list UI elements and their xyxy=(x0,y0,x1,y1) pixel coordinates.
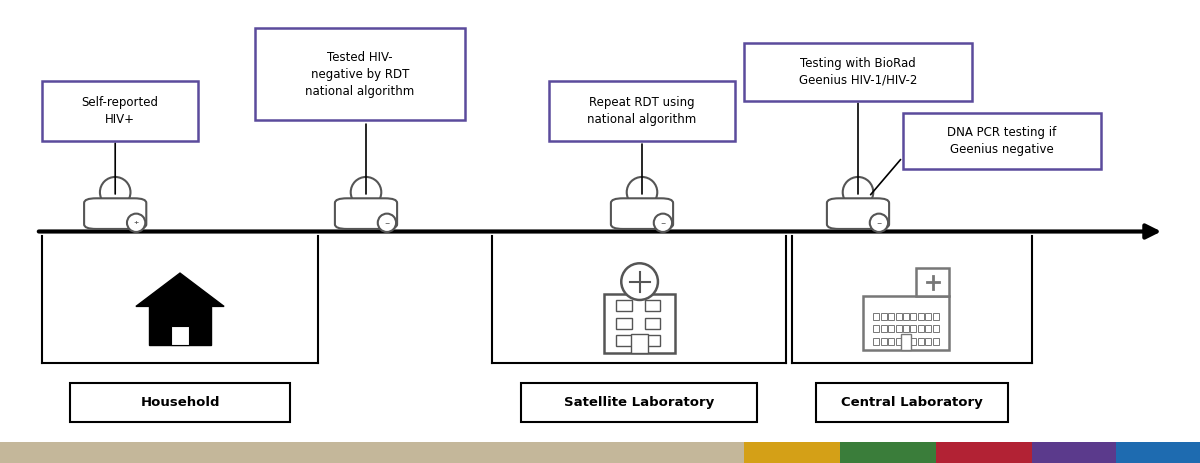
Bar xyxy=(911,313,917,319)
Bar xyxy=(744,442,840,463)
Ellipse shape xyxy=(842,177,874,207)
Bar xyxy=(925,313,931,319)
Ellipse shape xyxy=(870,213,888,232)
Ellipse shape xyxy=(127,213,145,232)
Text: Self-reported
HIV+: Self-reported HIV+ xyxy=(82,96,158,126)
Ellipse shape xyxy=(100,177,131,207)
Text: Tested HIV-
negative by RDT
national algorithm: Tested HIV- negative by RDT national alg… xyxy=(305,50,415,98)
Ellipse shape xyxy=(350,177,382,207)
Bar xyxy=(932,313,938,319)
Text: DNA PCR testing if
Geenius negative: DNA PCR testing if Geenius negative xyxy=(947,126,1057,156)
FancyBboxPatch shape xyxy=(84,198,146,229)
Bar xyxy=(881,325,887,332)
Bar xyxy=(644,300,660,311)
Bar xyxy=(925,338,931,345)
Bar xyxy=(644,335,660,346)
Bar xyxy=(874,325,880,332)
Bar xyxy=(932,338,938,345)
Ellipse shape xyxy=(654,213,672,232)
Bar xyxy=(888,338,894,345)
Bar xyxy=(918,325,924,332)
FancyBboxPatch shape xyxy=(816,383,1008,422)
Bar xyxy=(902,313,910,319)
Text: Central Laboratory: Central Laboratory xyxy=(841,396,983,409)
Bar xyxy=(617,335,632,346)
FancyBboxPatch shape xyxy=(521,383,757,422)
Bar xyxy=(604,294,676,353)
Bar xyxy=(149,307,211,345)
FancyBboxPatch shape xyxy=(611,198,673,229)
Bar xyxy=(0,442,744,463)
Bar xyxy=(170,325,190,345)
Text: +: + xyxy=(133,220,139,225)
Bar xyxy=(881,338,887,345)
Bar xyxy=(863,296,949,350)
Text: −: − xyxy=(660,220,666,225)
Bar xyxy=(902,338,910,345)
Bar xyxy=(617,318,632,329)
Text: −: − xyxy=(384,220,390,225)
Bar xyxy=(901,334,911,350)
Text: Testing with BioRad
Geenius HIV-1/HIV-2: Testing with BioRad Geenius HIV-1/HIV-2 xyxy=(799,57,917,87)
Bar xyxy=(895,313,901,319)
Bar xyxy=(840,442,936,463)
Bar xyxy=(911,325,917,332)
FancyBboxPatch shape xyxy=(42,81,198,141)
Bar xyxy=(881,313,887,319)
Bar xyxy=(917,269,949,296)
Text: −: − xyxy=(876,220,882,225)
FancyBboxPatch shape xyxy=(70,383,290,422)
Bar xyxy=(631,334,648,353)
Bar xyxy=(911,338,917,345)
Bar xyxy=(918,338,924,345)
Polygon shape xyxy=(136,273,224,307)
Bar xyxy=(617,300,632,311)
Bar xyxy=(895,325,901,332)
FancyBboxPatch shape xyxy=(256,28,464,120)
Text: Repeat RDT using
national algorithm: Repeat RDT using national algorithm xyxy=(587,96,697,126)
FancyBboxPatch shape xyxy=(335,198,397,229)
Text: Household: Household xyxy=(140,396,220,409)
Bar xyxy=(932,325,938,332)
Bar xyxy=(874,338,880,345)
Bar xyxy=(888,325,894,332)
FancyBboxPatch shape xyxy=(827,198,889,229)
Ellipse shape xyxy=(622,263,658,300)
Bar xyxy=(888,313,894,319)
Bar xyxy=(1116,442,1200,463)
Ellipse shape xyxy=(378,213,396,232)
Bar xyxy=(902,325,910,332)
Text: Satellite Laboratory: Satellite Laboratory xyxy=(564,396,714,409)
FancyBboxPatch shape xyxy=(902,113,1102,169)
FancyBboxPatch shape xyxy=(744,43,972,100)
FancyBboxPatch shape xyxy=(550,81,734,141)
Bar xyxy=(936,442,1032,463)
Bar xyxy=(895,338,901,345)
Bar xyxy=(644,318,660,329)
Bar xyxy=(874,313,880,319)
Ellipse shape xyxy=(626,177,658,207)
Bar xyxy=(1032,442,1116,463)
Bar xyxy=(918,313,924,319)
Bar xyxy=(925,325,931,332)
